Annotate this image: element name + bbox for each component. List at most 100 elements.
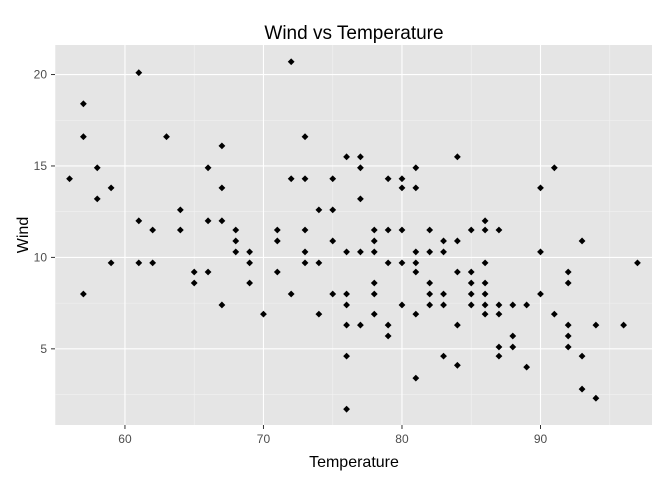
x-tick-label: 90 [534,432,548,446]
data-point [426,301,434,309]
data-point [412,310,420,318]
data-point [453,268,461,276]
data-point [246,259,254,267]
data-point [509,343,517,351]
data-point [578,352,586,360]
data-point [301,226,309,234]
data-point [564,268,572,276]
chart-title: Wind vs Temperature [264,23,443,44]
data-point [440,352,447,360]
data-point [329,237,337,245]
data-point [481,259,489,267]
data-point [398,259,406,267]
data-point [357,164,364,172]
data-point [370,248,378,256]
data-point [481,301,489,309]
data-point [370,310,378,318]
data-point [481,279,489,287]
data-point [273,237,281,245]
data-point [523,363,531,371]
data-point [315,206,323,214]
data-point [523,301,531,309]
minor-gridlines [55,45,652,425]
data-point [370,290,378,298]
data-point [163,133,170,141]
data-point [232,248,240,256]
major-gridlines [55,45,652,425]
x-tick-label: 70 [257,432,271,446]
data-point [107,259,115,267]
data-point [218,184,226,192]
data-point [301,175,309,183]
data-point [204,217,212,225]
data-point [564,279,572,287]
data-point [592,394,600,402]
data-points [66,58,641,413]
data-point [634,259,641,267]
data-point [398,226,406,234]
data-point [550,164,558,172]
data-point [578,237,586,245]
x-axis-title: Temperature [309,454,399,471]
data-point [453,153,461,161]
x-tick-label: 60 [118,432,132,446]
data-point [481,226,489,234]
data-point [481,217,489,225]
data-point [398,184,406,192]
data-point [495,301,503,309]
plot-panel [55,45,652,425]
data-point [384,226,392,234]
data-point [204,164,212,172]
data-point [315,310,323,318]
data-point [287,58,295,66]
data-point [329,206,337,214]
data-point [495,352,503,360]
data-point [93,164,101,172]
data-point [301,259,309,267]
data-point [426,226,434,234]
data-point [370,279,378,287]
data-point [135,259,143,267]
data-point [412,374,420,382]
y-axis-ticks: 5 10 15 20 [34,68,55,356]
data-point [412,259,420,267]
data-point [495,310,503,318]
data-point [370,237,378,245]
data-point [287,175,295,183]
data-point [467,279,475,287]
data-point [592,321,600,329]
data-point [440,290,447,298]
data-point [481,310,489,318]
data-point [176,206,184,214]
data-point [273,268,281,276]
data-point [495,226,503,234]
data-point [149,226,157,234]
data-point [357,153,364,161]
data-point [301,133,309,141]
data-point [426,248,434,256]
data-point [190,268,198,276]
data-point [537,248,544,256]
x-axis-ticks: 60 70 80 90 [118,425,547,446]
data-point [453,321,461,329]
data-point [426,279,434,287]
y-tick-label: 15 [34,159,48,173]
data-point [537,184,544,192]
data-point [426,290,434,298]
data-point [564,343,572,351]
data-point [246,279,254,287]
data-point [149,259,157,267]
data-point [343,321,350,329]
data-point [204,268,212,276]
data-point [343,248,350,256]
data-point [412,164,420,172]
data-point [232,226,240,234]
data-point [218,301,226,309]
data-point [79,100,87,108]
data-point [564,332,572,340]
data-point [343,301,350,309]
data-point [384,321,392,329]
data-point [343,290,350,298]
data-point [79,133,87,141]
